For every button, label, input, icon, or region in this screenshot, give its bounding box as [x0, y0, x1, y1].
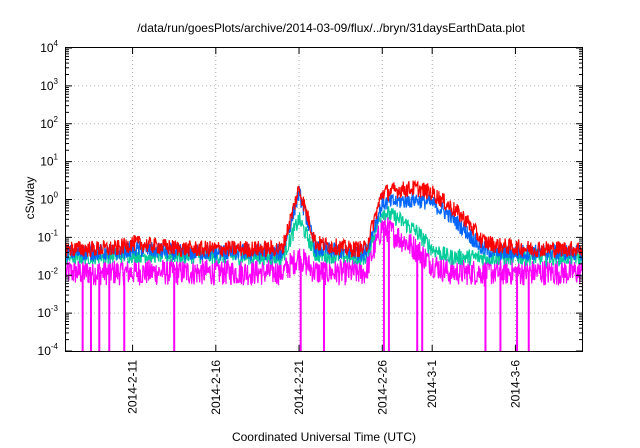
y-tick-label: 102 — [40, 115, 58, 131]
x-tick-label: 2014-2-16 — [209, 360, 223, 415]
y-tick-label: 10-2 — [38, 266, 59, 282]
series-line — [65, 179, 583, 259]
y-tick-label: 104 — [40, 39, 58, 55]
chart-title: /data/run/goesPlots/archive/2014-03-09/f… — [137, 21, 525, 35]
series-group — [65, 179, 583, 351]
series-line — [65, 216, 583, 288]
y-tick-label: 103 — [40, 77, 58, 93]
y-tick-label: 10-4 — [38, 342, 59, 358]
y-tick-label: 101 — [40, 153, 58, 169]
y-tick-label: 10-1 — [38, 228, 59, 244]
y-tick-label: 10-3 — [38, 304, 59, 320]
x-tick-label: 2014-2-11 — [126, 360, 140, 414]
x-tick-label: 2014-3-6 — [508, 360, 522, 408]
x-axis-label: Coordinated Universal Time (UTC) — [232, 430, 416, 444]
x-tick-label: 2014-3-1 — [425, 360, 439, 408]
grid — [66, 48, 582, 351]
y-axis-label: cSv/day — [23, 177, 37, 220]
x-tick-label: 2014-2-21 — [292, 360, 306, 415]
y-tick-label: 100 — [40, 191, 58, 207]
x-tick-label: 2014-2-26 — [375, 360, 389, 415]
plot-frame — [65, 47, 583, 352]
y-axis: 10-4 10-3 10-2 10-1 100 101 102 103 104 — [38, 39, 582, 358]
x-axis: 2014-2-11 2014-2-16 2014-2-21 2014-2-26 2014… — [126, 48, 522, 415]
